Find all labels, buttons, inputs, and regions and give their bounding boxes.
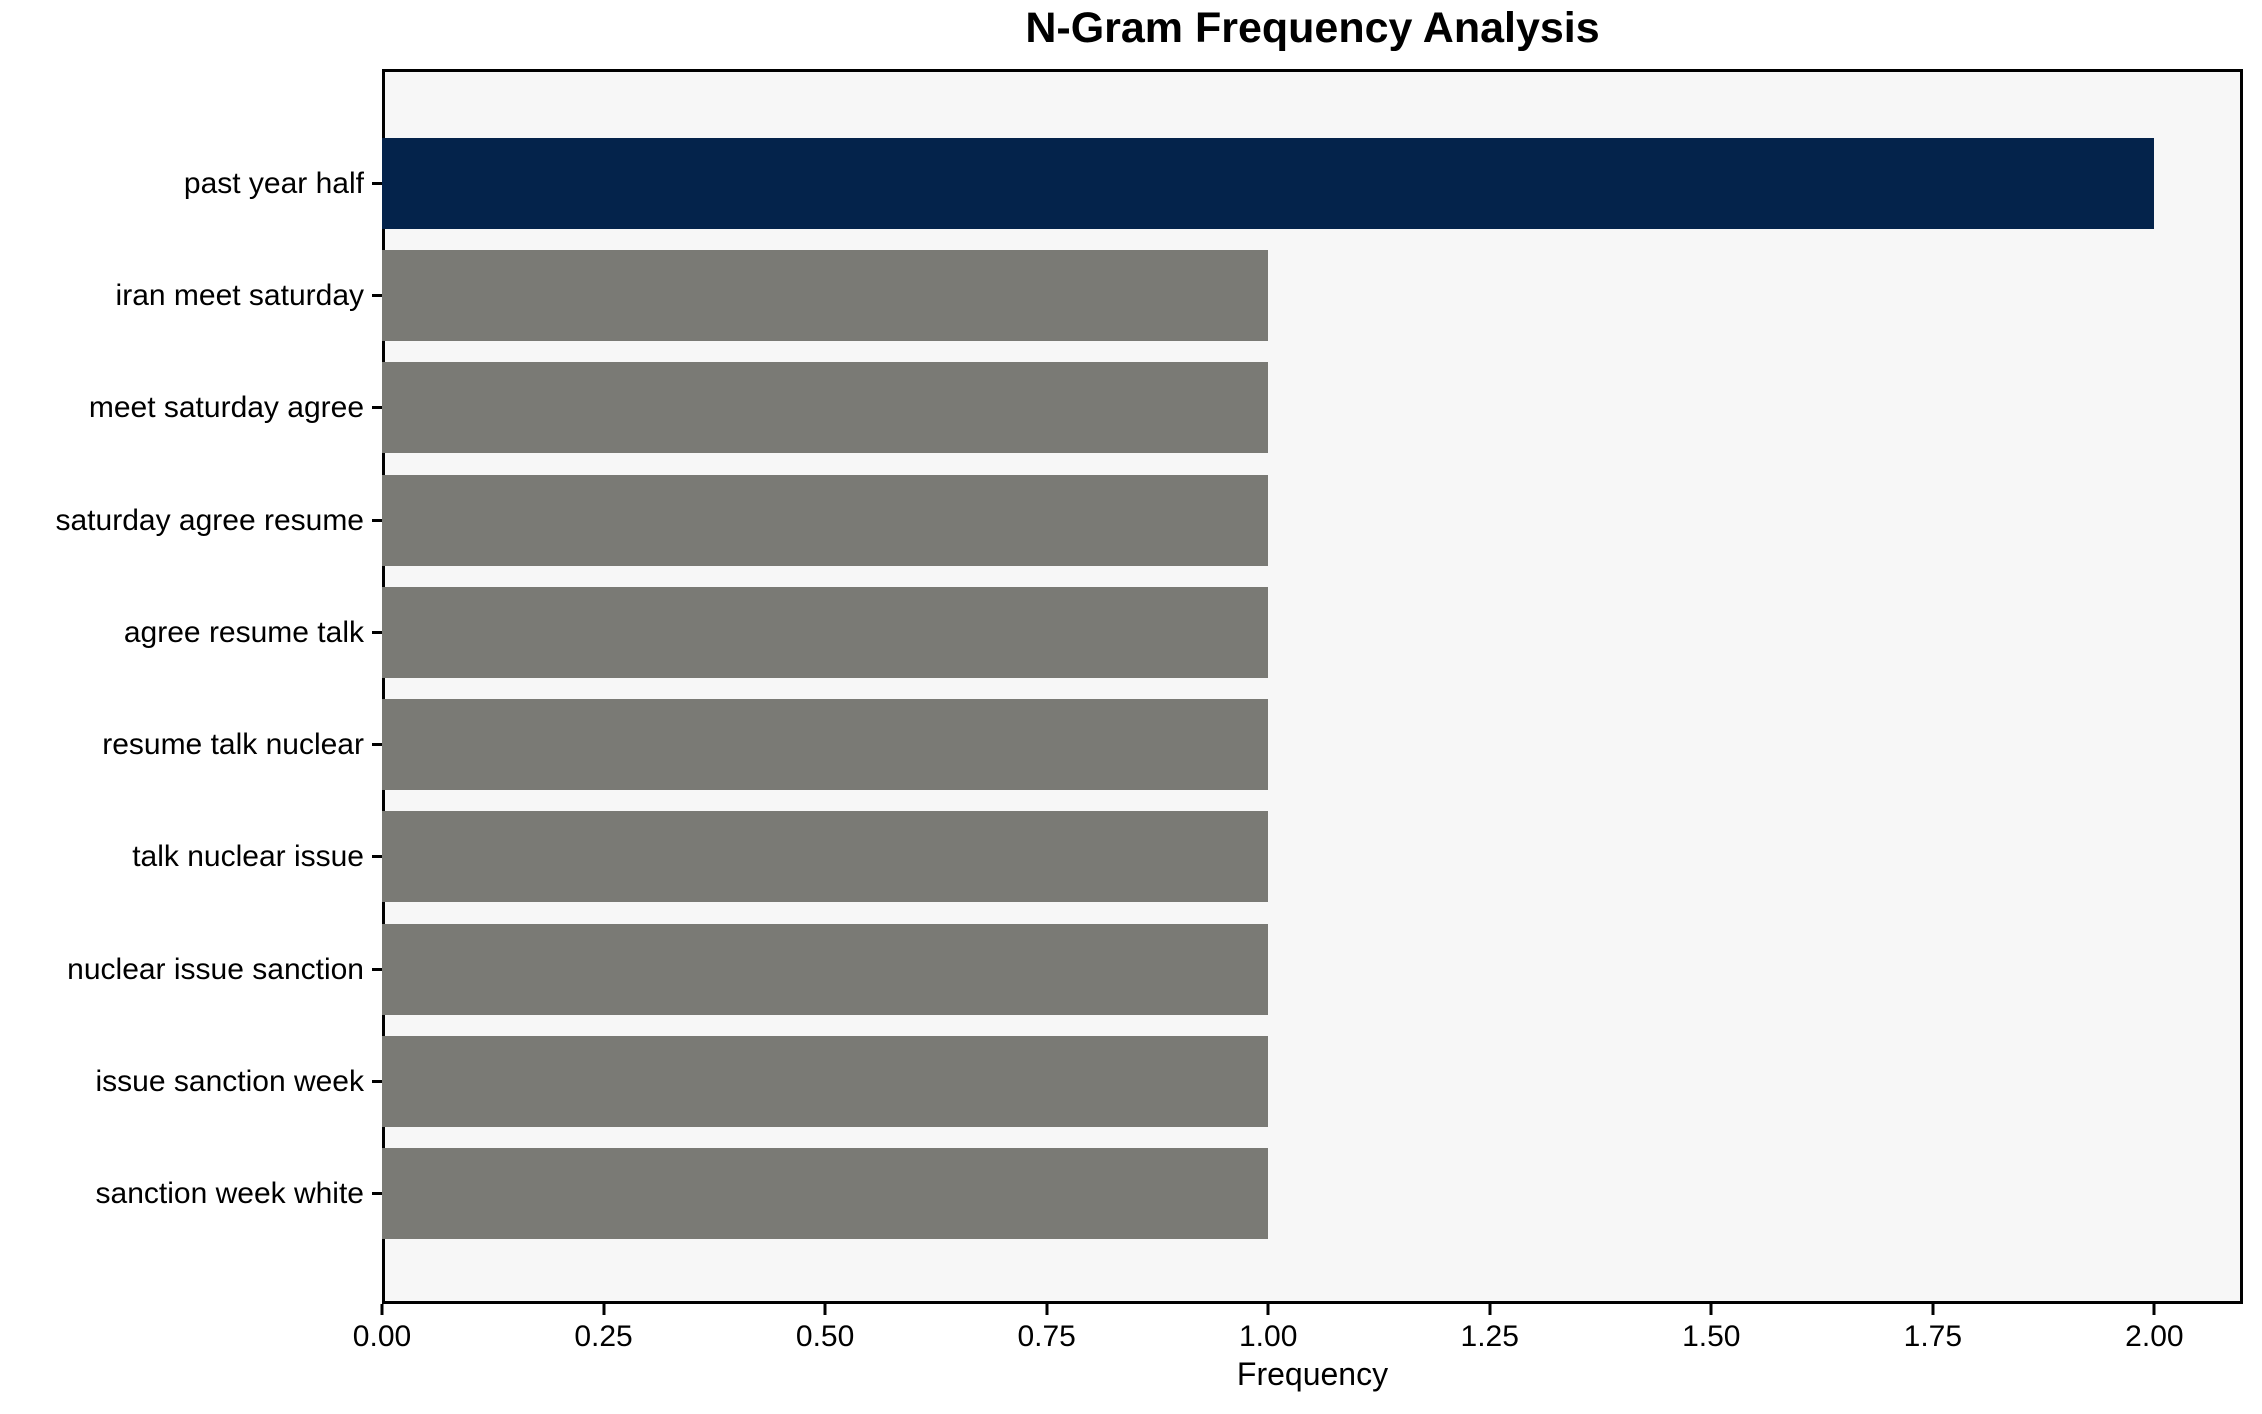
y-tick-mark xyxy=(372,181,382,185)
y-tick-mark xyxy=(372,743,382,747)
x-tick-label: 1.50 xyxy=(1682,1320,1741,1353)
bar-row: issue sanction week xyxy=(0,1025,2243,1137)
x-tick-mark xyxy=(380,1304,384,1315)
x-tick-mark xyxy=(1488,1304,1492,1315)
y-tick-mark xyxy=(372,855,382,859)
bar-row: agree resume talk xyxy=(0,576,2243,688)
x-tick-mark xyxy=(1266,1304,1270,1315)
y-tick-label: agree resume talk xyxy=(123,615,364,649)
x-tick-mark xyxy=(2152,1304,2156,1315)
bar-row: saturday agree resume xyxy=(0,464,2243,576)
bar-track xyxy=(382,801,2243,913)
x-tick-label: 1.25 xyxy=(1460,1320,1519,1353)
y-tick-label: meet saturday agree xyxy=(88,391,364,425)
x-tick-label: 0.00 xyxy=(352,1320,412,1353)
y-tick-mark xyxy=(372,518,382,522)
x-axis-label: Frequency xyxy=(1236,1356,1389,1392)
bar xyxy=(382,923,1269,1015)
y-tick-label: sanction week white xyxy=(95,1177,364,1211)
x-tick-label: 1.00 xyxy=(1238,1320,1298,1353)
bar-row: iran meet saturday xyxy=(0,239,2243,351)
bar-track xyxy=(382,352,2243,464)
y-tick-mark xyxy=(372,406,382,410)
bar-row: talk nuclear issue xyxy=(0,801,2243,913)
x-tick-mark xyxy=(823,1304,827,1315)
bar-track xyxy=(382,688,2243,800)
bar-track xyxy=(382,1138,2243,1250)
y-tick-mark xyxy=(372,1192,382,1196)
bar-row: nuclear issue sanction xyxy=(0,913,2243,1025)
x-tick-mark xyxy=(602,1304,606,1315)
x-tick-mark xyxy=(1709,1304,1713,1315)
bar-track xyxy=(382,913,2243,1025)
bars-region: past year half iran meet saturday meet sat… xyxy=(0,69,2243,1304)
bar xyxy=(382,137,2155,229)
bar-track xyxy=(382,576,2243,688)
x-tick-label: 0.75 xyxy=(1017,1320,1076,1353)
x-tick-label: 0.50 xyxy=(795,1320,855,1353)
bar-row: resume talk nuclear xyxy=(0,688,2243,800)
x-tick-label: 2.00 xyxy=(2125,1320,2184,1353)
bar xyxy=(382,1036,1269,1128)
y-tick-mark xyxy=(372,967,382,971)
bar xyxy=(382,1148,1269,1240)
bar-track xyxy=(382,127,2243,239)
bar xyxy=(382,362,1269,454)
x-tick-mark xyxy=(1045,1304,1049,1315)
bar-track xyxy=(382,1025,2243,1137)
bar xyxy=(382,249,1269,341)
bar xyxy=(382,699,1269,791)
y-tick-label: talk nuclear issue xyxy=(132,840,364,874)
y-tick-label: resume talk nuclear xyxy=(102,728,364,762)
y-tick-mark xyxy=(372,1080,382,1084)
y-tick-label: nuclear issue sanction xyxy=(67,952,364,986)
x-tick-label: 0.25 xyxy=(574,1320,633,1353)
y-tick-label: past year half xyxy=(183,166,364,200)
y-tick-mark xyxy=(372,293,382,297)
y-tick-label: saturday agree resume xyxy=(55,503,365,537)
bar xyxy=(382,474,1269,566)
x-tick-mark xyxy=(1931,1304,1935,1315)
bar xyxy=(382,586,1269,678)
bar-track xyxy=(382,464,2243,576)
y-tick-label: issue sanction week xyxy=(95,1065,364,1099)
bar-row: past year half xyxy=(0,127,2243,239)
chart-title: N-Gram Frequency Analysis xyxy=(1025,4,1600,52)
bar xyxy=(382,811,1269,903)
y-tick-mark xyxy=(372,630,382,634)
x-tick-label: 1.75 xyxy=(1903,1320,1963,1353)
y-tick-label: iran meet saturday xyxy=(115,278,364,312)
bar-row: meet saturday agree xyxy=(0,352,2243,464)
bar-track xyxy=(382,239,2243,351)
bar-row: sanction week white xyxy=(0,1138,2243,1250)
